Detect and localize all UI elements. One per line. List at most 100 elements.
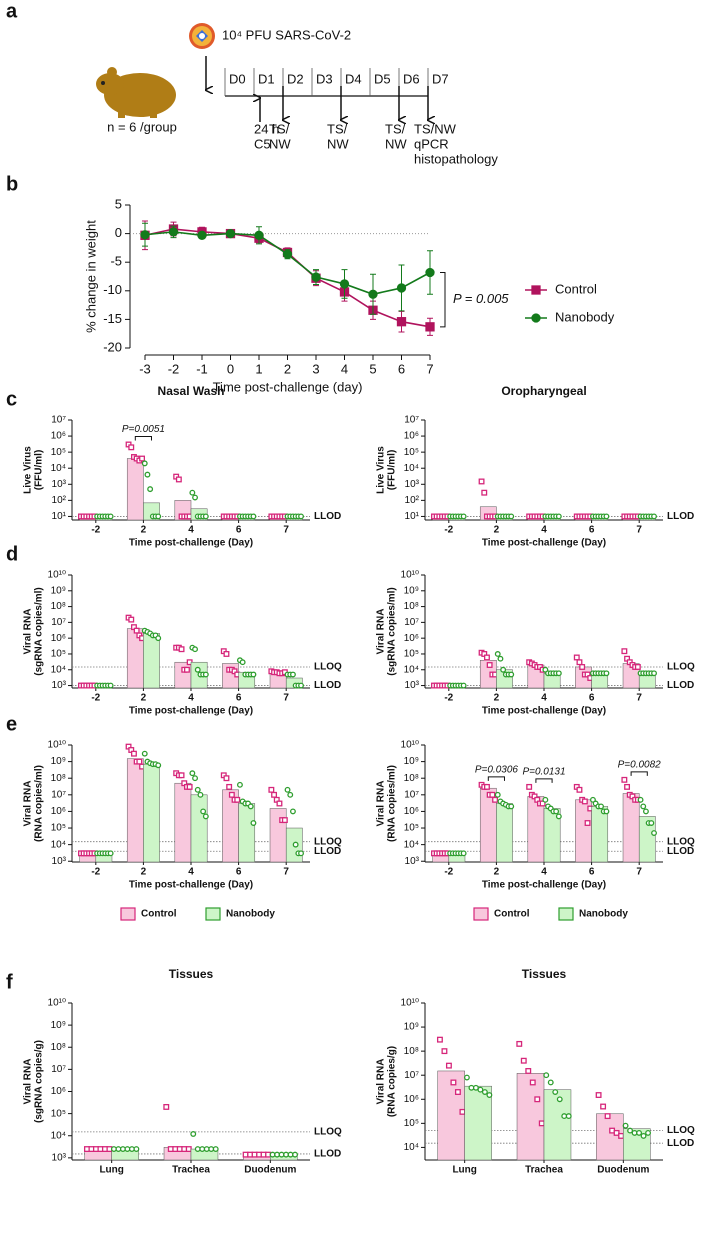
point bbox=[226, 783, 233, 790]
x-tick-label: 4 bbox=[541, 525, 547, 536]
point bbox=[200, 808, 207, 815]
y-axis-title: Live Virus bbox=[23, 446, 34, 494]
point bbox=[552, 1089, 559, 1095]
day-label: D2 bbox=[287, 71, 304, 86]
point bbox=[579, 664, 586, 670]
point bbox=[598, 803, 604, 810]
point bbox=[250, 820, 257, 826]
point bbox=[192, 646, 198, 653]
x-tick-label: 3 bbox=[312, 361, 319, 376]
panel-label: c bbox=[6, 388, 17, 410]
point bbox=[584, 820, 591, 826]
y-tick-label: 10¹ bbox=[52, 511, 67, 522]
point bbox=[368, 289, 378, 299]
x-tick-label: 6 bbox=[589, 867, 595, 878]
point bbox=[298, 682, 304, 689]
event-label: TS/ bbox=[269, 121, 290, 136]
point bbox=[284, 786, 291, 793]
bar bbox=[174, 661, 192, 689]
series-line bbox=[144, 228, 431, 328]
point bbox=[553, 808, 560, 815]
point bbox=[254, 230, 264, 240]
y-tick-label: 10⁷ bbox=[51, 789, 66, 800]
y-tick-label: 10³ bbox=[52, 1152, 67, 1163]
point bbox=[463, 1074, 470, 1081]
x-tick-label: 0 bbox=[227, 361, 234, 376]
y-tick-label: 10⁸ bbox=[51, 601, 66, 612]
point bbox=[425, 267, 435, 278]
panel-label: d bbox=[6, 543, 18, 565]
point bbox=[192, 494, 198, 501]
x-tick-label: Lung bbox=[99, 1165, 123, 1176]
reference-label: LLOD bbox=[667, 680, 694, 691]
legend-swatch bbox=[205, 907, 221, 921]
point bbox=[239, 659, 246, 666]
x-tick-label: 7 bbox=[283, 693, 289, 704]
x-tick-label: 4 bbox=[341, 361, 348, 376]
chart-title: Oropharyngeal bbox=[501, 384, 586, 398]
y-axis-title: (RNA copies/ml) bbox=[387, 765, 398, 842]
point bbox=[247, 803, 254, 810]
event-label: TS/ bbox=[385, 121, 406, 136]
legend-label: Nanobody bbox=[555, 309, 615, 324]
event-label: 24 h bbox=[254, 121, 279, 136]
y-tick-label: 10⁵ bbox=[51, 447, 66, 458]
y-tick-label: 10⁴ bbox=[51, 839, 66, 850]
y-tick-label: 10⁹ bbox=[404, 1022, 419, 1033]
point bbox=[595, 1092, 602, 1098]
point bbox=[144, 471, 151, 478]
x-tick-label: -2 bbox=[444, 693, 453, 704]
x-tick-label: 2 bbox=[494, 525, 500, 536]
x-tick-label: 4 bbox=[541, 693, 547, 704]
y-tick-label: 10⁴ bbox=[404, 463, 419, 474]
p-value: P = 0.005 bbox=[453, 291, 509, 306]
point bbox=[494, 791, 501, 798]
reference-label: LLOQ bbox=[667, 836, 695, 847]
y-tick-label: 10⁵ bbox=[51, 649, 66, 660]
point bbox=[516, 1040, 523, 1047]
point bbox=[250, 513, 257, 520]
point bbox=[185, 1146, 192, 1153]
day-label: D0 bbox=[229, 71, 246, 86]
point bbox=[486, 662, 493, 668]
point bbox=[192, 775, 198, 782]
point bbox=[228, 791, 235, 798]
point bbox=[276, 800, 283, 807]
event-label: NW bbox=[385, 136, 407, 151]
y-tick-label: 10⁸ bbox=[404, 773, 419, 784]
x-tick-label: -2 bbox=[91, 525, 100, 536]
y-tick-label: 10⁶ bbox=[51, 431, 66, 442]
bar bbox=[190, 794, 208, 863]
point bbox=[133, 1146, 140, 1153]
point bbox=[539, 800, 546, 807]
y-axis-title: Viral RNA bbox=[23, 1059, 34, 1105]
virus-icon bbox=[189, 23, 215, 49]
point bbox=[478, 478, 485, 485]
legend-label: Control bbox=[555, 281, 597, 296]
x-tick-label: 2 bbox=[141, 693, 147, 704]
y-tick-label: 10⁴ bbox=[404, 1142, 419, 1153]
y-tick-label: 10⁹ bbox=[404, 756, 419, 767]
point bbox=[651, 670, 657, 677]
point bbox=[436, 1036, 443, 1043]
point bbox=[526, 783, 533, 790]
point bbox=[298, 513, 304, 520]
bar bbox=[126, 758, 144, 863]
y-tick-label: 10² bbox=[52, 495, 67, 506]
y-tick-label: 10⁸ bbox=[51, 1042, 66, 1053]
x-tick-label: 6 bbox=[589, 525, 595, 536]
day-label: D3 bbox=[316, 71, 333, 86]
point bbox=[168, 227, 179, 237]
point bbox=[107, 513, 114, 520]
y-tick-label: 10¹⁰ bbox=[48, 998, 66, 1009]
reference-label: LLOQ bbox=[314, 662, 342, 673]
y-tick-label: -5 bbox=[110, 254, 122, 269]
y-tick-label: 10³ bbox=[405, 680, 420, 691]
bar bbox=[543, 1089, 572, 1161]
x-tick-label: 7 bbox=[636, 525, 642, 536]
point bbox=[202, 513, 209, 520]
event-label: TS/ bbox=[327, 121, 348, 136]
reference-label: LLOD bbox=[314, 680, 341, 691]
point bbox=[186, 783, 193, 790]
